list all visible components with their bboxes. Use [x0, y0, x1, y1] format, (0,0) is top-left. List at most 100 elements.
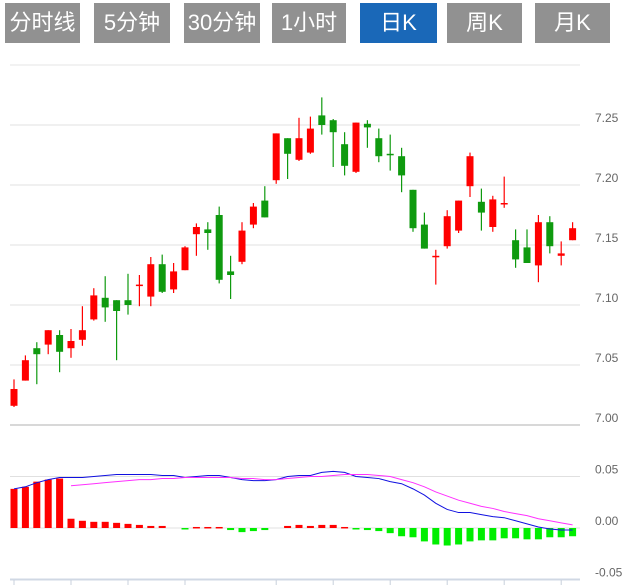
macd-bar	[363, 528, 371, 531]
candle-up	[192, 227, 200, 235]
tab-5min[interactable]: 5分钟	[94, 3, 170, 43]
price-tick-label: 7.25	[595, 111, 619, 125]
candle-down	[546, 222, 554, 247]
candle-down	[409, 189, 417, 229]
candle-up	[21, 360, 29, 381]
macd-bar	[295, 524, 303, 528]
macd-tick-label: -0.05	[595, 566, 623, 580]
macd-bar	[569, 528, 577, 537]
macd-tick-label: 0.00	[595, 514, 619, 528]
macd-bar	[386, 528, 394, 534]
macd-bar	[420, 528, 428, 542]
macd-bar	[455, 528, 463, 545]
macd-bar	[489, 528, 497, 541]
candle-down	[341, 144, 349, 166]
candle-up	[249, 206, 257, 225]
tab-monthly-k[interactable]: 月K	[535, 3, 610, 43]
macd-bar	[238, 528, 246, 533]
macd-bar	[204, 526, 212, 529]
price-tick-label: 7.20	[595, 171, 619, 185]
candle-up	[295, 138, 303, 160]
candle-down	[398, 156, 406, 176]
macd-bar	[56, 478, 64, 528]
macd-bar	[443, 528, 451, 546]
macd-bar	[124, 523, 132, 528]
candle-down	[227, 271, 235, 275]
candle-up	[466, 156, 474, 187]
macd-bar	[284, 525, 292, 528]
macd-bar	[500, 528, 508, 539]
candle-down	[329, 120, 337, 133]
tab-daily-k[interactable]: 日K	[360, 3, 437, 43]
candle-up	[78, 330, 86, 340]
tab-1hour[interactable]: 1小时	[272, 3, 346, 43]
candle-down	[113, 300, 121, 311]
macd-bar	[352, 528, 360, 530]
macd-bar	[215, 526, 223, 529]
macd-bar	[90, 521, 98, 528]
tab-weekly-k[interactable]: 周K	[447, 3, 522, 43]
candle-down	[261, 200, 269, 218]
candle-up	[352, 122, 360, 172]
price-tick-label: 7.15	[595, 231, 619, 245]
macd-bar	[10, 488, 18, 528]
dif-line	[13, 470, 573, 531]
candle-down	[375, 138, 383, 157]
candle-up	[90, 295, 98, 320]
price-tick-label: 7.00	[595, 411, 619, 425]
candle-up	[44, 330, 52, 345]
macd-bar	[101, 521, 109, 528]
candle-down	[215, 215, 223, 280]
price-tick-label: 7.05	[595, 351, 619, 365]
candle-up	[238, 230, 246, 262]
candle-up	[272, 133, 280, 181]
tab-30min[interactable]: 30分钟	[184, 3, 260, 43]
macd-bar	[318, 524, 326, 528]
candle-up	[500, 203, 508, 205]
macd-bar	[192, 526, 200, 529]
candle-up	[170, 271, 178, 290]
macd-bar	[557, 528, 565, 538]
candle-down	[363, 123, 371, 128]
macd-bar	[523, 528, 531, 540]
candle-up	[181, 247, 189, 271]
macd-bar	[181, 528, 189, 530]
candle-up	[67, 341, 75, 349]
candle-down	[420, 224, 428, 249]
candle-down	[523, 247, 531, 263]
macd-bar	[546, 528, 554, 538]
macd-tick-label: 0.05	[595, 463, 619, 477]
candle-down	[158, 264, 166, 292]
macd-bar	[466, 528, 474, 542]
macd-bar	[261, 528, 269, 531]
macd-bar	[306, 525, 314, 528]
candle-down	[386, 153, 394, 156]
candle-down	[284, 138, 292, 154]
macd-bar	[375, 528, 383, 532]
macd-bar	[409, 528, 417, 538]
candle-down	[477, 201, 485, 213]
candle-up	[432, 255, 440, 258]
candle-up	[489, 199, 497, 227]
macd-bar	[432, 528, 440, 545]
macd-bar	[113, 522, 121, 528]
candle-down	[101, 297, 109, 308]
candle-up	[557, 253, 565, 256]
candle-down	[33, 348, 41, 355]
macd-bar	[44, 479, 52, 528]
price-tick-label: 7.10	[595, 291, 619, 305]
candle-up	[147, 264, 155, 297]
macd-bar	[534, 528, 542, 540]
macd-bar	[329, 524, 337, 528]
candle-up	[443, 216, 451, 247]
macd-bar	[147, 525, 155, 528]
candle-down	[512, 240, 520, 260]
candle-up	[569, 228, 577, 241]
tab-timeshare[interactable]: 分时线	[5, 3, 80, 43]
candle-up	[10, 389, 18, 406]
dea-line	[70, 473, 573, 526]
macd-bar	[135, 524, 143, 528]
candle-up	[135, 284, 143, 287]
